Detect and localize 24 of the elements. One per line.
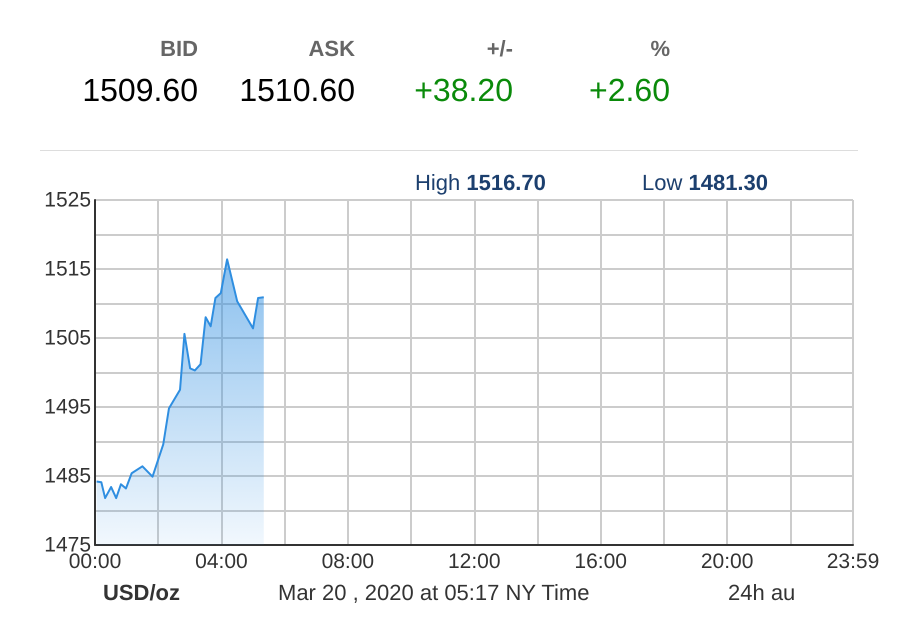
text: USD/oz: [103, 580, 180, 606]
text: %: [649, 36, 670, 62]
x-tick-label: 04:00: [195, 550, 248, 573]
y-tick-label: 1495: [44, 396, 91, 418]
text: +2.60: [588, 72, 670, 109]
text: 24h au: [728, 580, 796, 606]
text: 1509.60: [81, 72, 198, 109]
text: Low 1481.30: [642, 170, 768, 195]
text: ASK: [308, 36, 355, 62]
y-tick-label: 1525: [44, 188, 91, 212]
y-tick-label: 1505: [44, 326, 91, 350]
text: BID: [159, 36, 198, 62]
y-tick-label: 1485: [44, 464, 91, 488]
x-tick-label: 12:00: [448, 550, 501, 573]
text: High 1516.70: [415, 170, 546, 195]
text: +/-: [486, 36, 513, 62]
x-tick-label: 20:00: [700, 550, 754, 573]
x-tick-label: 16:00: [574, 550, 627, 573]
text: 1510.60: [238, 72, 355, 109]
text: Mar 20 , 2020 at 05:17 NY Time: [278, 580, 590, 606]
text: +38.20: [413, 72, 513, 109]
y-tick-label: 1515: [44, 258, 91, 280]
x-tick-label: 23:59: [826, 550, 880, 573]
x-tick-label: 08:00: [322, 550, 374, 573]
